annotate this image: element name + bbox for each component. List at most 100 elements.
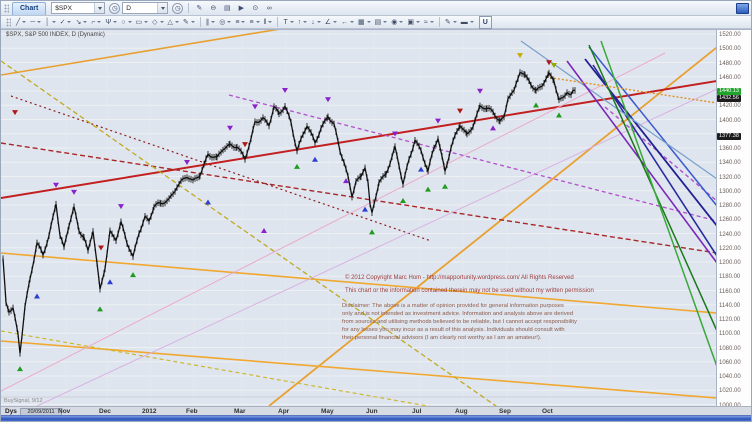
tool-caret-icon[interactable] xyxy=(469,21,474,23)
fan-navy-line-2[interactable] xyxy=(592,64,717,256)
tool-caret-icon[interactable] xyxy=(174,21,179,23)
tool-caret-icon[interactable] xyxy=(316,21,321,23)
tool-caret-icon[interactable] xyxy=(127,21,132,23)
period-clock-button[interactable]: ◷ xyxy=(172,2,184,14)
pink-channel-line-2[interactable] xyxy=(36,88,717,406)
tool-caret-icon[interactable] xyxy=(366,21,371,23)
red-primary-uptrend-line[interactable] xyxy=(1,80,717,199)
fib-retracement-tool[interactable]: ≡ xyxy=(234,17,246,28)
trendline-tool[interactable]: ╱ xyxy=(15,17,27,28)
tool-caret-icon[interactable] xyxy=(416,21,421,23)
tool-caret-icon[interactable] xyxy=(144,21,149,23)
down-arrow-marker-tool[interactable]: ↓ xyxy=(310,17,322,28)
price-axis[interactable]: 1520.00 1500.00 1480.00 1460.00 1420.00 1400.… xyxy=(716,29,751,409)
tool-caret-icon[interactable] xyxy=(159,21,164,23)
tool-caret-icon[interactable] xyxy=(333,21,338,23)
fib-circle-tool[interactable]: ◎ xyxy=(218,17,232,28)
undo-button[interactable]: U xyxy=(478,15,492,29)
fan-green-line[interactable] xyxy=(600,40,731,406)
play-button[interactable]: ▶ xyxy=(238,5,244,12)
tool-caret-icon[interactable] xyxy=(97,21,102,23)
symbol-clock-button[interactable]: ◷ xyxy=(109,2,121,14)
tool-caret-icon[interactable] xyxy=(241,21,246,23)
extended-line-tool[interactable]: ↘ xyxy=(74,17,88,28)
brush-tool-icon: ✎ xyxy=(182,18,189,26)
maroon-dotted-downtrend-line[interactable] xyxy=(10,95,432,242)
orange-rising-top-line[interactable] xyxy=(1,28,286,76)
darkred-dashed-downtrend-line[interactable] xyxy=(1,142,717,254)
tool-caret-icon[interactable] xyxy=(383,21,388,23)
angle-tool[interactable]: ∠ xyxy=(324,17,338,28)
tool-caret-icon[interactable] xyxy=(303,21,308,23)
ellipse-tool[interactable]: ○ xyxy=(120,17,132,28)
tool-caret-icon[interactable] xyxy=(37,21,42,23)
pink-channel-line-1[interactable] xyxy=(1,52,666,392)
eraser-tool[interactable]: ▬ xyxy=(460,17,475,28)
ray-tool[interactable]: ✓ xyxy=(59,17,73,28)
axis-unit-label[interactable]: Dys xyxy=(5,408,17,415)
tool-caret-icon[interactable] xyxy=(113,21,118,23)
tool-caret-icon[interactable] xyxy=(22,21,27,23)
tab-chart[interactable]: Chart xyxy=(12,1,47,15)
toolbar-icon-group: ✎ ⊖ ▤ ▶ ⊙ ∞ xyxy=(192,3,276,14)
pitchfork-tool[interactable]: Ψ xyxy=(104,17,118,28)
period-combo[interactable]: D xyxy=(122,2,169,14)
fib-extension-tool[interactable]: ≡ xyxy=(248,17,260,28)
tool-caret-icon[interactable] xyxy=(350,21,355,23)
annotate-button[interactable]: ✎ xyxy=(196,5,203,12)
tool-caret-icon[interactable] xyxy=(190,21,195,23)
freehand-tool[interactable]: ≈ xyxy=(423,17,435,28)
violet-dashed-line-1[interactable] xyxy=(228,94,717,222)
tool-caret-icon[interactable] xyxy=(268,21,273,23)
window-menu-icon[interactable] xyxy=(736,3,749,14)
tool-caret-icon[interactable] xyxy=(255,21,260,23)
chart-title: $SPX, S&P 500 INDEX, D (Dynamic) xyxy=(6,32,105,38)
olive-dashed-shallow-line[interactable] xyxy=(1,330,473,414)
quadrant-lines-tool[interactable]: ▤ xyxy=(374,17,389,28)
up-arrow-marker-tool[interactable]: ↑ xyxy=(297,17,309,28)
tool-caret-icon[interactable] xyxy=(227,21,232,23)
chart-scrollbar[interactable] xyxy=(1,415,751,421)
link-chart-button[interactable]: ∞ xyxy=(266,4,272,12)
toolbar-grip-icon[interactable] xyxy=(4,3,9,13)
tool-caret-icon[interactable] xyxy=(67,21,72,23)
tool-caret-icon[interactable] xyxy=(211,21,216,23)
gann-fan-tool[interactable]: ⌐ xyxy=(90,17,102,28)
orange-lower-support-line[interactable] xyxy=(1,340,717,399)
tool-caret-icon[interactable] xyxy=(429,21,434,23)
sell-signal-marker xyxy=(98,245,104,251)
vertical-line-tool[interactable]: │ xyxy=(44,17,56,28)
brush-tool[interactable]: ✎ xyxy=(182,17,196,28)
tool-caret-icon[interactable] xyxy=(51,21,56,23)
snapshot-button[interactable]: ⊙ xyxy=(252,5,259,12)
time-cycle-tool[interactable]: ◉ xyxy=(390,17,404,28)
fan-blue-line[interactable] xyxy=(588,46,717,206)
orange-steep-support-line[interactable] xyxy=(268,28,741,406)
tool-caret-icon[interactable] xyxy=(289,21,294,23)
report-button[interactable]: ▤ xyxy=(223,5,231,12)
tab-chart-label: Chart xyxy=(20,5,39,12)
regression-tool[interactable]: ← xyxy=(340,17,355,28)
orange-dotted-right-line[interactable] xyxy=(545,76,717,104)
speed-lines-tool[interactable]: ‖ xyxy=(263,17,274,28)
parallel-channel-tool[interactable]: ∥ xyxy=(205,17,217,28)
olive-dashed-steep-line[interactable] xyxy=(1,60,506,413)
orange-mid-resistance-line[interactable] xyxy=(1,252,717,314)
toolbar-grip-icon[interactable] xyxy=(6,17,11,27)
horizontal-line-tool[interactable]: ─ xyxy=(29,17,42,28)
rectangle-tool[interactable]: ▭ xyxy=(135,17,150,28)
tool-caret-icon[interactable] xyxy=(452,21,457,23)
box-tool[interactable]: ▣ xyxy=(406,17,421,28)
triangle-tool[interactable]: △ xyxy=(167,17,180,28)
remove-drawing-button[interactable]: ⊖ xyxy=(210,5,217,12)
symbol-caret-icon[interactable] xyxy=(94,3,105,13)
time-axis[interactable]: Dys 20/09/2011 Nov Dec 2012 Feb Mar Apr May Jun… xyxy=(1,406,751,417)
grid-tool[interactable]: ▦ xyxy=(357,17,372,28)
callout-tool[interactable]: ✎ xyxy=(444,17,458,28)
tool-caret-icon[interactable] xyxy=(83,21,88,23)
text-tool[interactable]: T xyxy=(282,17,294,28)
symbol-combo[interactable]: $SPX xyxy=(51,2,106,14)
period-caret-icon[interactable] xyxy=(157,3,168,13)
tool-caret-icon[interactable] xyxy=(399,21,404,23)
diamond-tool[interactable]: ◇ xyxy=(151,17,164,28)
